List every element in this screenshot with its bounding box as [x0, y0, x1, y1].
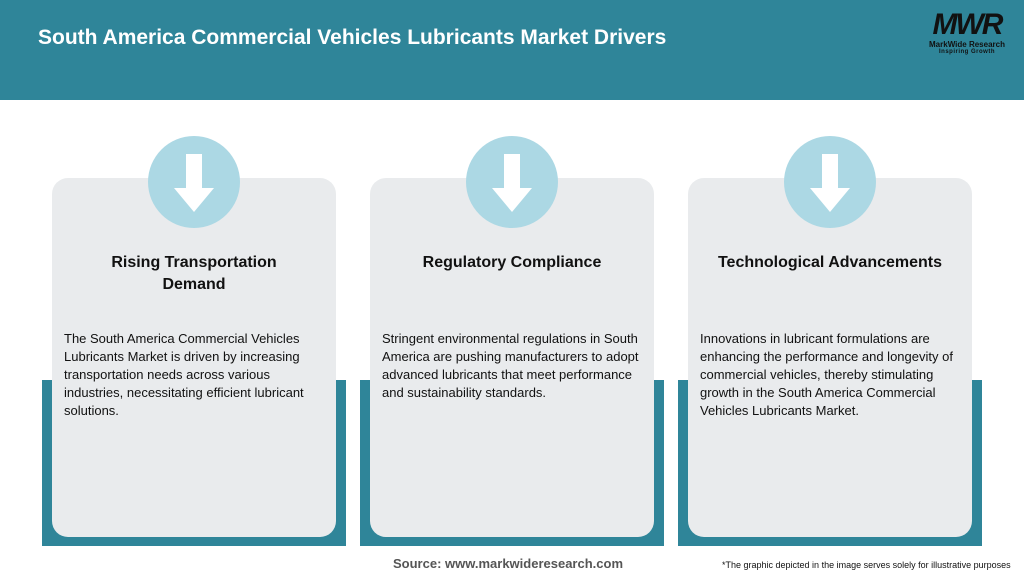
- header-banner: South America Commercial Vehicles Lubric…: [0, 0, 1024, 100]
- icon-circle: [148, 136, 240, 228]
- card-title: Technological Advancements: [717, 254, 943, 271]
- card-title: Regulatory Compliance: [422, 254, 602, 271]
- icon-circle: [466, 136, 558, 228]
- driver-card: Regulatory Compliance Stringent environm…: [370, 178, 654, 537]
- card-text: Stringent environmental regulations in S…: [382, 331, 639, 400]
- logo-mark: MWR: [932, 8, 1004, 41]
- driver-card: Technological Advancements Innovations i…: [688, 178, 972, 537]
- card-text: Innovations in lubricant formulations ar…: [700, 331, 953, 418]
- arrow-down-icon: [492, 154, 532, 212]
- driver-card: Rising Transportation Demand The South A…: [52, 178, 336, 537]
- arrow-down-icon: [810, 154, 850, 212]
- card-text: The South America Commercial Vehicles Lu…: [64, 331, 304, 418]
- logo: MWR MarkWide Research Inspiring Growth: [922, 10, 1012, 56]
- source-text: Source: www.markwideresearch.com: [393, 556, 624, 571]
- card-title: Rising Transportation Demand: [111, 254, 277, 293]
- arrow-down-icon: [174, 154, 214, 212]
- icon-circle: [784, 136, 876, 228]
- logo-tagline: Inspiring Growth: [939, 49, 995, 55]
- page-title: South America Commercial Vehicles Lubric…: [38, 26, 667, 49]
- logo-name: MarkWide Research: [929, 40, 1005, 49]
- disclaimer-note: *The graphic depicted in the image serve…: [722, 560, 1011, 570]
